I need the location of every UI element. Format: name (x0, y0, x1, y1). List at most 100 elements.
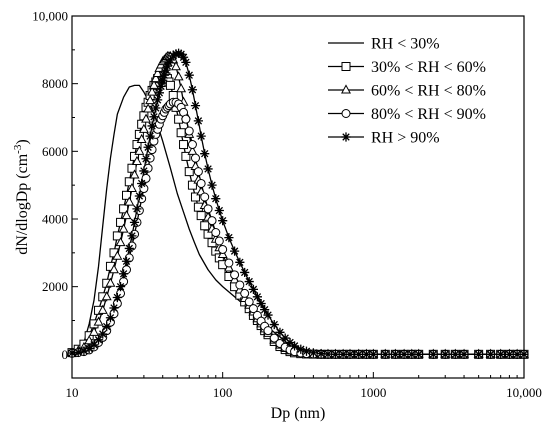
data-point-30-rh-60 (179, 140, 189, 150)
y-axis-title: dN/dlogDp (cm-3) (12, 139, 31, 254)
legend-marker-60-rh-80 (341, 84, 351, 94)
data-point-30-rh-60 (132, 140, 142, 150)
x-tick-label: 100 (213, 385, 233, 400)
legend-marker-rh-90 (341, 132, 351, 142)
legend-marker-80-rh-90 (341, 109, 351, 118)
data-point-rh-90 (161, 65, 171, 75)
data-point-rh-90 (407, 349, 417, 359)
data-point-rh-90 (84, 343, 94, 354)
data-point-rh-90 (256, 298, 266, 309)
data-point-80-rh-90 (230, 270, 240, 280)
data-point-rh-90 (73, 347, 83, 357)
data-point-60-rh-80 (105, 277, 116, 287)
data-point-rh-90 (137, 178, 147, 189)
data-point-rh-90 (143, 142, 153, 152)
data-point-rh-90 (93, 335, 104, 345)
data-point-80-rh-90 (190, 153, 200, 163)
data-point-60-rh-80 (129, 169, 140, 179)
data-point-80-rh-90 (240, 288, 250, 298)
data-point-rh-90 (181, 57, 191, 67)
data-point-rh-90 (196, 131, 206, 141)
data-point-30-rh-60 (116, 217, 126, 227)
data-point-rh-90 (127, 231, 137, 241)
x-tick-label: 10 (66, 385, 79, 400)
data-point-60-rh-80 (112, 250, 123, 260)
data-point-rh-90 (151, 103, 161, 113)
data-point-rh-90 (512, 349, 522, 359)
data-point-rh-90 (193, 116, 203, 126)
data-point-rh-90 (145, 131, 155, 141)
data-point-30-rh-60 (122, 190, 132, 200)
data-point-60-rh-80 (141, 113, 152, 123)
data-point-rh-90 (275, 327, 285, 337)
data-point-rh-90 (345, 349, 355, 359)
data-point-rh-90 (190, 101, 201, 111)
y-tick-label: 0 (62, 347, 69, 362)
data-point-80-rh-90 (248, 304, 258, 314)
data-point-80-rh-90 (224, 258, 234, 268)
data-point-rh-90 (440, 349, 450, 359)
data-point-80-rh-90 (181, 114, 191, 124)
data-point-rh-90 (296, 344, 306, 354)
data-point-rh-90 (134, 191, 144, 201)
data-point-rh-90 (289, 341, 300, 351)
data-point-rh-90 (244, 276, 254, 287)
y-axis-title-main: dN/dlogDp (cm (14, 153, 31, 254)
data-point-rh-90 (164, 58, 174, 68)
data-point-60-rh-80 (134, 145, 145, 155)
data-point-rh-90 (159, 70, 169, 80)
data-point-rh-90 (187, 85, 198, 95)
data-point-60-rh-80 (176, 83, 187, 93)
data-point-80-rh-90 (200, 192, 210, 202)
data-point-rh-90 (308, 348, 318, 358)
data-point-rh-90 (178, 52, 189, 62)
data-point-60-rh-80 (109, 264, 119, 274)
data-point-rh-90 (428, 349, 438, 359)
data-point-80-rh-90 (269, 333, 279, 343)
data-point-60-rh-80 (118, 223, 129, 233)
data-point-60-rh-80 (147, 86, 158, 96)
data-point-rh-90 (316, 349, 326, 359)
data-point-rh-90 (162, 61, 173, 71)
data-point-rh-90 (263, 310, 273, 320)
y-tick-label: 6000 (42, 144, 68, 159)
data-point-rh-90 (132, 204, 142, 214)
data-point-rh-90 (121, 256, 132, 266)
data-point-60-rh-80 (124, 196, 135, 206)
data-point-80-rh-90 (218, 244, 228, 254)
data-point-80-rh-90 (214, 236, 224, 246)
data-point-80-rh-90 (196, 178, 206, 188)
data-point-rh-90 (414, 349, 424, 359)
data-point-60-rh-80 (132, 155, 142, 165)
data-point-rh-90 (165, 55, 176, 65)
data-point-rh-90 (156, 81, 166, 91)
data-point-rh-90 (504, 349, 514, 359)
data-point-30-rh-60 (176, 128, 186, 138)
data-point-60-rh-80 (121, 209, 132, 220)
data-point-rh-90 (89, 340, 99, 350)
y-tick-label: 8000 (42, 76, 68, 91)
data-point-rh-90 (154, 88, 164, 98)
data-point-60-rh-80 (97, 304, 108, 314)
data-point-rh-90 (240, 267, 250, 278)
data-point-rh-90 (118, 269, 129, 279)
data-point-rh-90 (361, 349, 372, 359)
data-point-30-rh-60 (119, 204, 129, 214)
legend-label-30-rh-60: 30% < RH < 60% (371, 59, 486, 76)
data-point-rh-90 (79, 346, 89, 356)
data-point-rh-90 (171, 49, 181, 59)
data-point-80-rh-90 (235, 280, 245, 290)
data-point-60-rh-80 (173, 71, 184, 81)
legend-marker-30-rh-60 (341, 62, 351, 71)
data-point-rh-90 (248, 284, 259, 294)
data-point-rh-90 (229, 246, 240, 256)
data-point-60-rh-80 (115, 237, 126, 247)
x-tick-label: 1000 (360, 385, 386, 400)
data-point-80-rh-90 (184, 126, 194, 136)
data-point-rh-90 (368, 349, 378, 359)
data-point-rh-90 (149, 112, 159, 122)
data-point-rh-90 (269, 319, 279, 330)
data-point-60-rh-80 (145, 94, 156, 105)
data-point-60-rh-80 (138, 123, 149, 133)
